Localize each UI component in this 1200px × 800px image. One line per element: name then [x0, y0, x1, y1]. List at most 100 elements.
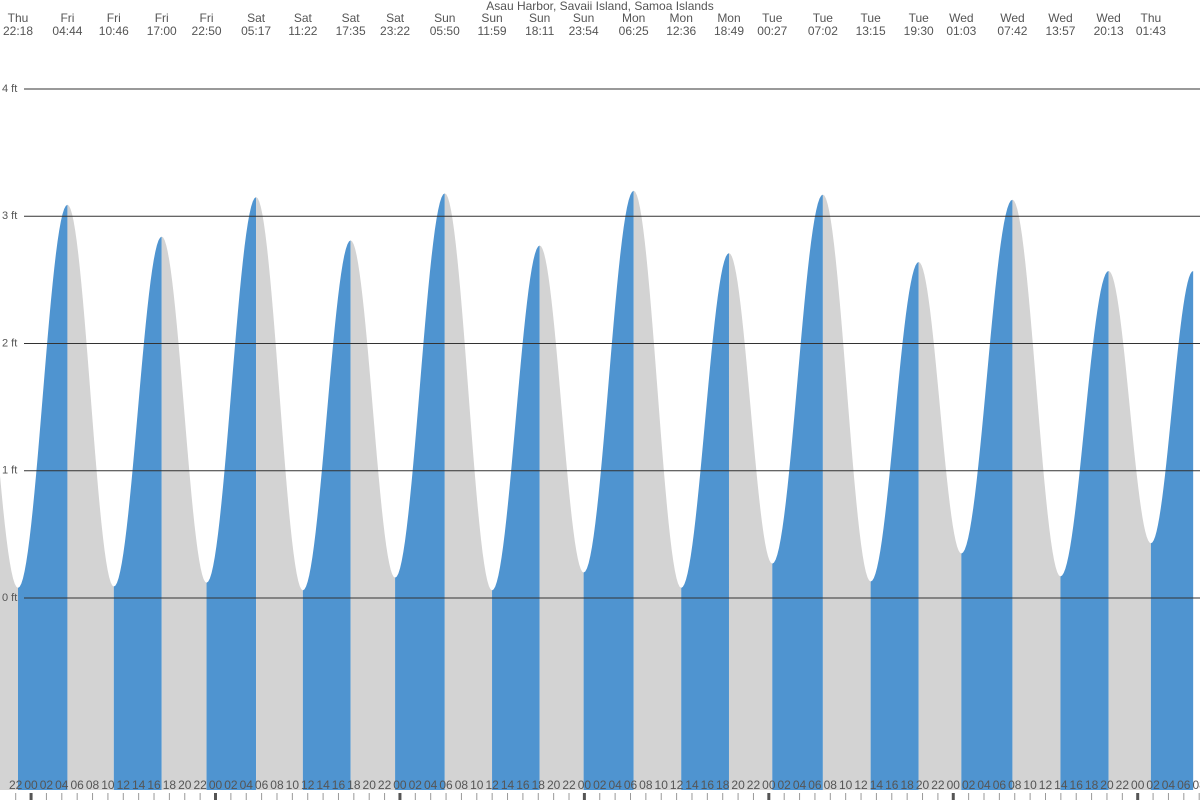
hour-label: 16 [701, 778, 715, 792]
hour-label: 08 [1008, 778, 1022, 792]
y-tick-label: 2 ft [2, 337, 17, 349]
event-time: 17:00 [147, 24, 177, 38]
hour-label: 00 [762, 778, 776, 792]
event-time: 13:57 [1045, 24, 1075, 38]
hour-label: 06 [624, 778, 638, 792]
event-time: 01:43 [1136, 24, 1166, 38]
event-time: 13:15 [856, 24, 886, 38]
event-day: Tue [813, 11, 834, 25]
event-day: Tue [861, 11, 882, 25]
hour-label: 06 [1177, 778, 1191, 792]
hour-label: 16 [332, 778, 346, 792]
tide-segment [681, 253, 729, 790]
event-time: 22:50 [192, 24, 222, 38]
hour-label: 00 [1131, 778, 1145, 792]
y-tick-label: 1 ft [2, 465, 17, 477]
y-tick-label: 0 ft [2, 592, 17, 604]
hour-label: 04 [1162, 778, 1176, 792]
event-day: Sun [434, 11, 455, 25]
hour-label: 18 [900, 778, 914, 792]
tide-segment [1060, 270, 1109, 791]
tide-segment [302, 240, 351, 790]
hour-label: 02 [962, 778, 976, 792]
event-day: Fri [60, 11, 74, 25]
event-day: Sat [294, 11, 313, 25]
hour-label: 10 [1023, 778, 1037, 792]
event-time: 05:17 [241, 24, 271, 38]
hour-label: 14 [316, 778, 330, 792]
y-tick-label: 4 ft [2, 83, 17, 95]
hour-label: 14 [870, 778, 884, 792]
event-time: 12:36 [666, 24, 696, 38]
tide-segment [728, 253, 773, 790]
hour-label: 02 [1146, 778, 1160, 792]
tide-segment [918, 262, 962, 790]
event-day: Mon [717, 11, 740, 25]
hour-label: 04 [240, 778, 254, 792]
hour-label: 20 [178, 778, 192, 792]
hour-label: 04 [793, 778, 807, 792]
tide-segment [583, 190, 634, 791]
tide-segment [18, 204, 68, 791]
tide-segment [822, 194, 871, 790]
hour-label: 22 [931, 778, 945, 792]
event-time: 19:30 [904, 24, 934, 38]
event-day: Sat [342, 11, 361, 25]
hour-label: 06 [70, 778, 84, 792]
tide-segment [1108, 270, 1151, 791]
event-time: 18:49 [714, 24, 744, 38]
hour-label: 12 [485, 778, 499, 792]
event-day: Thu [1141, 11, 1162, 25]
hour-label: 16 [516, 778, 530, 792]
tide-segment [161, 236, 207, 791]
hour-label: 02 [778, 778, 792, 792]
hour-label: 10 [655, 778, 669, 792]
hour-label: 12 [301, 778, 315, 792]
hour-label: 04 [55, 778, 69, 792]
hour-label: 20 [731, 778, 745, 792]
event-day: Mon [670, 11, 693, 25]
hour-label: 02 [224, 778, 238, 792]
tide-segment [67, 204, 114, 791]
hour-label: 10 [470, 778, 484, 792]
event-day: Wed [1000, 11, 1024, 25]
hour-label: 00 [947, 778, 961, 792]
hour-label: 14 [132, 778, 146, 792]
event-day: Sun [529, 11, 550, 25]
hour-label: 18 [1085, 778, 1099, 792]
event-time: 20:13 [1094, 24, 1124, 38]
hour-label: 00 [24, 778, 38, 792]
hour-label: 20 [547, 778, 561, 792]
event-day: Wed [1048, 11, 1072, 25]
event-time: 06:25 [619, 24, 649, 38]
hour-label: 18 [347, 778, 361, 792]
hour-label: 22 [9, 778, 23, 792]
hour-label: 06 [808, 778, 822, 792]
event-time: 07:02 [808, 24, 838, 38]
tide-segment [961, 199, 1013, 790]
event-time: 04:44 [52, 24, 82, 38]
tide-segment [444, 193, 493, 791]
hour-label: 22 [378, 778, 392, 792]
hour-label: 22 [562, 778, 576, 792]
hour-label: 00 [393, 778, 407, 792]
hour-label: 04 [424, 778, 438, 792]
hour-label: 06 [993, 778, 1007, 792]
hour-label: 06 [439, 778, 453, 792]
event-day: Sat [386, 11, 405, 25]
tide-segment [395, 193, 445, 791]
event-day: Tue [762, 11, 783, 25]
hour-label: 12 [1039, 778, 1053, 792]
event-time: 23:22 [380, 24, 410, 38]
hour-label: 22 [1116, 778, 1130, 792]
hour-label: 12 [854, 778, 868, 792]
hour-label: 10 [101, 778, 115, 792]
hour-label: 16 [147, 778, 161, 792]
event-time: 11:22 [288, 24, 317, 38]
event-day: Tue [909, 11, 930, 25]
hour-label: 20 [1100, 778, 1114, 792]
tide-segment [539, 245, 584, 790]
event-time: 22:18 [3, 24, 33, 38]
hour-label: 18 [163, 778, 177, 792]
